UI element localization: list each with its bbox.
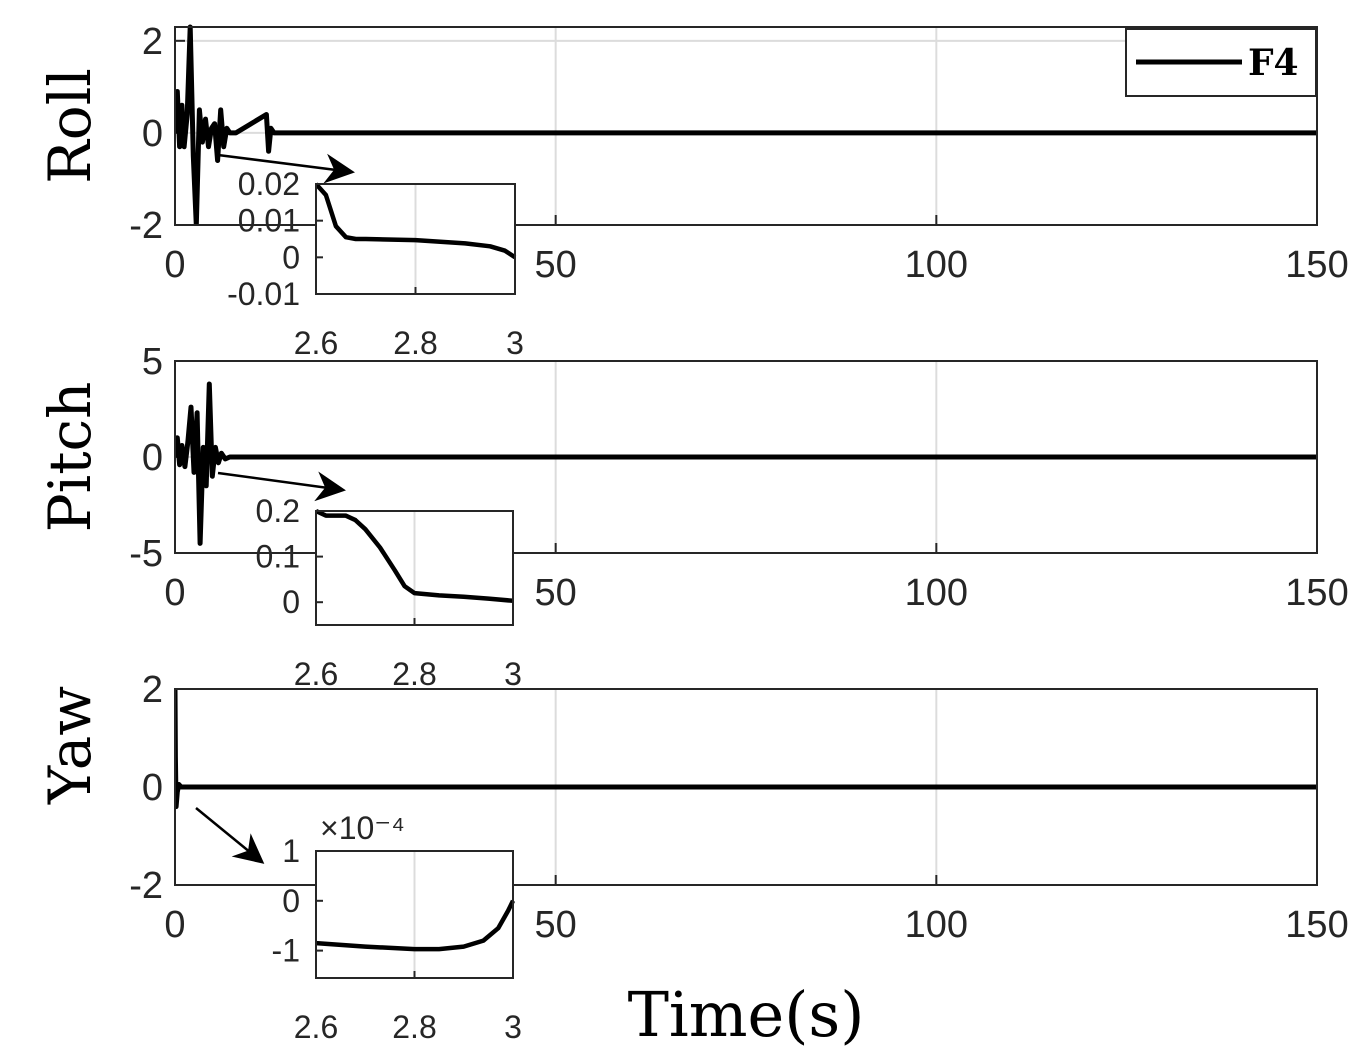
x-tick-label: 100	[905, 244, 968, 286]
inset-series-line	[316, 182, 517, 260]
zoom-arrow	[195, 807, 265, 864]
inset-exponent-label: ×10⁻⁴	[320, 810, 405, 846]
axes-box	[174, 360, 1318, 554]
inset-x-tick-label: 2.6	[294, 1009, 338, 1045]
zoom-arrow	[217, 471, 346, 502]
inset-x-tick-label: 2.8	[393, 325, 437, 361]
axes-box	[174, 688, 1318, 886]
y-tick-label: -5	[129, 533, 163, 575]
inset-x-tick-label: 3	[504, 1009, 522, 1045]
inset-series-line	[316, 899, 516, 952]
x-tick-label: 50	[535, 904, 577, 946]
inset-x-tick-label: 2.6	[294, 325, 338, 361]
y-axis-label: Roll	[36, 68, 104, 184]
inset-series-line	[316, 508, 514, 604]
inset-y-tick-label: 1	[282, 833, 300, 869]
zoom-arrow	[217, 153, 355, 184]
inset-y-tick-label: 0	[282, 883, 300, 919]
inset-x-tick-label: 3	[506, 325, 524, 361]
y-tick-label: 0	[142, 767, 163, 809]
inset-y-tick-label: 0.01	[238, 203, 300, 239]
axes-box	[174, 26, 1318, 226]
y-axis-label: Pitch	[36, 382, 104, 533]
x-tick-label: 0	[164, 572, 185, 614]
inset-y-tick-label: 0.02	[238, 166, 300, 202]
y-tick-label: -2	[129, 865, 163, 907]
inset-x-tick-label: 2.6	[294, 656, 338, 692]
inset-y-tick-label: 0	[282, 584, 300, 620]
y-tick-label: 2	[142, 669, 163, 711]
x-axis-label: Time(s)	[628, 978, 865, 1051]
inset-y-tick-label: 0.2	[256, 493, 300, 529]
x-tick-label: 150	[1285, 244, 1348, 286]
x-tick-label: 150	[1285, 904, 1348, 946]
inset-y-tick-label: 0.1	[256, 539, 300, 575]
y-tick-label: 0	[142, 113, 163, 155]
series-line-f4	[175, 24, 1317, 225]
x-tick-label: 0	[164, 244, 185, 286]
y-axis-label: Yaw	[36, 686, 104, 805]
y-tick-label: 0	[142, 437, 163, 479]
x-tick-label: 100	[905, 572, 968, 614]
inset-box	[315, 850, 514, 979]
y-tick-label: 5	[142, 341, 163, 383]
inset-x-tick-label: 3	[504, 656, 522, 692]
inset-axes: 2.6 2.8 3 -1 0 1 ×10⁻⁴	[272, 810, 522, 1045]
inset-x-tick-label: 2.8	[392, 1009, 436, 1045]
inset-y-tick-label: -1	[272, 933, 300, 969]
x-tick-label: 150	[1285, 572, 1348, 614]
y-tick-label: 2	[142, 21, 163, 63]
legend-label: F4	[1248, 42, 1299, 84]
x-tick-label: 100	[905, 904, 968, 946]
x-tick-label: 50	[535, 244, 577, 286]
inset-axes: 2.6 2.8 3 0 0.1 0.2	[256, 493, 522, 692]
y-tick-label: -2	[129, 205, 163, 247]
legend: F4	[1125, 28, 1317, 97]
inset-y-tick-label: 0	[282, 239, 300, 275]
inset-box	[315, 183, 516, 295]
series-line-f4	[175, 381, 1317, 546]
inset-y-tick-label: -0.01	[227, 276, 300, 312]
x-tick-label: 50	[535, 572, 577, 614]
inset-box	[315, 510, 514, 626]
inset-x-tick-label: 2.8	[392, 656, 436, 692]
x-tick-label: 0	[164, 904, 185, 946]
